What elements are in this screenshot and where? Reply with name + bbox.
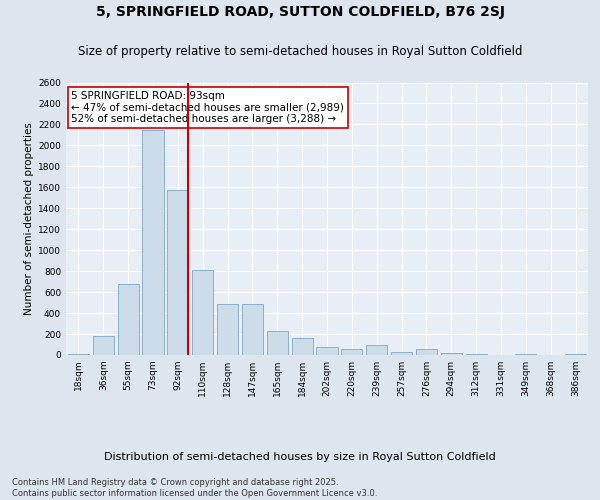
Text: Contains HM Land Registry data © Crown copyright and database right 2025.
Contai: Contains HM Land Registry data © Crown c…	[12, 478, 377, 498]
Bar	[167, 190, 188, 355]
Text: 5, SPRINGFIELD ROAD, SUTTON COLDFIELD, B76 2SJ: 5, SPRINGFIELD ROAD, SUTTON COLDFIELD, B…	[95, 5, 505, 19]
Y-axis label: Number of semi-detached properties: Number of semi-detached properties	[24, 122, 34, 315]
Bar	[391, 352, 412, 355]
Text: 5 SPRINGFIELD ROAD: 93sqm
← 47% of semi-detached houses are smaller (2,989)
52% : 5 SPRINGFIELD ROAD: 93sqm ← 47% of semi-…	[71, 90, 344, 124]
Bar	[242, 304, 263, 355]
Bar	[118, 284, 139, 355]
Text: Size of property relative to semi-detached houses in Royal Sutton Coldfield: Size of property relative to semi-detach…	[78, 45, 522, 58]
Bar	[292, 338, 313, 355]
Bar	[565, 354, 586, 355]
Bar	[341, 348, 362, 355]
Bar	[441, 353, 462, 355]
Bar	[416, 348, 437, 355]
Bar	[217, 304, 238, 355]
Bar	[142, 130, 164, 355]
Text: Distribution of semi-detached houses by size in Royal Sutton Coldfield: Distribution of semi-detached houses by …	[104, 452, 496, 462]
Bar	[93, 336, 114, 355]
Bar	[316, 346, 338, 355]
Bar	[515, 354, 536, 355]
Bar	[192, 270, 213, 355]
Bar	[267, 331, 288, 355]
Bar	[68, 354, 89, 355]
Bar	[466, 354, 487, 355]
Bar	[366, 345, 387, 355]
